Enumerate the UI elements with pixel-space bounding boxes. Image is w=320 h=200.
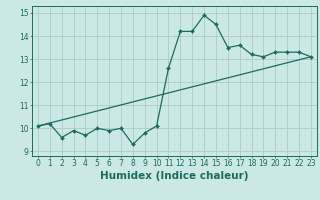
X-axis label: Humidex (Indice chaleur): Humidex (Indice chaleur)	[100, 171, 249, 181]
